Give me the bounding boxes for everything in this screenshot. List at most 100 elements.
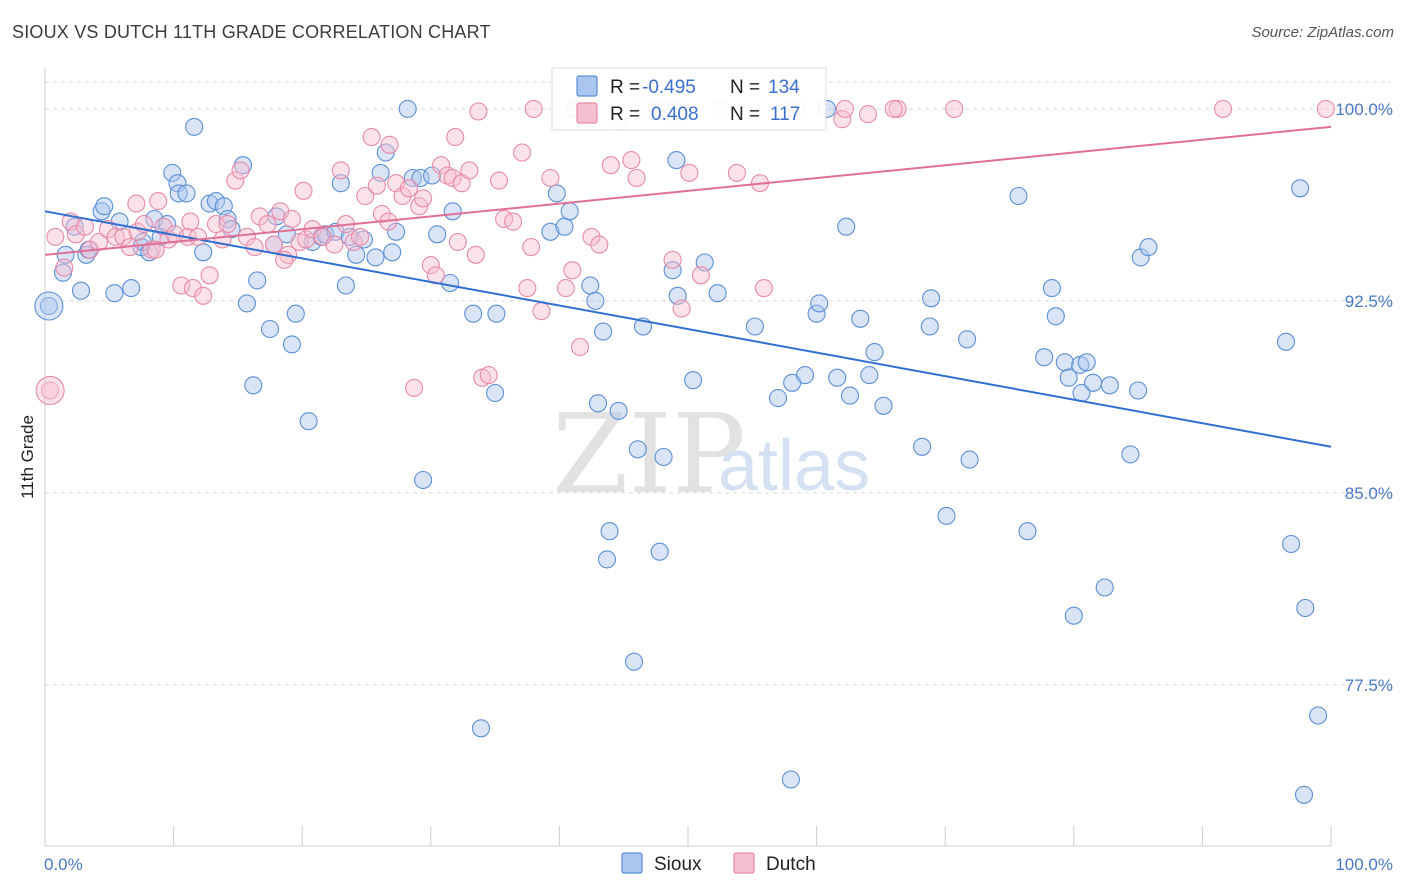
dutch-point <box>466 245 485 264</box>
sioux-point <box>745 317 764 336</box>
dutch-point <box>522 238 541 257</box>
dutch-point <box>672 299 691 318</box>
sioux-point <box>423 166 442 185</box>
chart-title: SIOUX VS DUTCH 11TH GRADE CORRELATION CH… <box>12 22 491 42</box>
dutch-point <box>590 235 609 254</box>
sioux-point <box>237 294 256 313</box>
sioux-point <box>39 296 58 316</box>
stats-sioux-n-value: 134 <box>768 77 800 98</box>
dutch-point <box>114 227 133 246</box>
dutch-point <box>282 209 301 229</box>
dutch-point <box>367 176 386 195</box>
sioux-point <box>810 294 829 313</box>
sioux-point <box>471 719 491 738</box>
sioux-point <box>398 99 417 118</box>
dutch-point <box>448 232 467 252</box>
sioux-point <box>122 279 141 298</box>
dutch-point <box>518 279 537 298</box>
sioux-point <box>105 284 124 303</box>
stats-dutch-r-label: R = <box>610 104 640 125</box>
sioux-point <box>1018 522 1037 541</box>
dutch-point-large <box>35 375 65 406</box>
dutch-point <box>858 105 878 124</box>
sioux-point <box>244 376 263 395</box>
dutch-point <box>258 215 277 234</box>
sioux-point <box>336 276 355 295</box>
x-tick-label-max: 100.0% <box>1335 855 1393 874</box>
dutch-point <box>884 99 903 118</box>
trend-lines <box>44 125 1332 448</box>
sioux-point <box>486 383 505 403</box>
dutch-point <box>89 232 109 252</box>
dutch-point <box>421 256 440 275</box>
dutch-point <box>331 161 350 180</box>
sioux-point <box>874 396 893 415</box>
sioux-point <box>795 366 815 385</box>
dutch-point <box>582 227 601 246</box>
sioux-point <box>547 184 566 203</box>
sioux-point <box>600 522 619 541</box>
dutch-point <box>479 366 498 385</box>
sioux-point <box>411 168 430 188</box>
sioux-point <box>937 506 956 525</box>
dutch-point <box>432 156 451 175</box>
dutch-point <box>181 212 200 231</box>
dutch-point <box>149 192 168 211</box>
legend-dutch-label: Dutch <box>766 854 816 875</box>
sioux-point <box>628 440 647 459</box>
sioux-point <box>920 317 939 336</box>
sioux-point <box>1035 348 1054 367</box>
dutch-point <box>356 186 375 206</box>
dutch-point <box>443 168 462 188</box>
series-dutch <box>41 99 1335 400</box>
stats-dutch-swatch <box>576 102 598 124</box>
sioux-point <box>1282 534 1301 554</box>
sioux-point <box>1077 353 1096 372</box>
y-tick-label: 77.5% <box>1345 676 1393 695</box>
dutch-point <box>250 207 269 226</box>
sioux-point <box>331 174 350 193</box>
dutch-point <box>351 227 370 246</box>
dutch-point <box>264 235 283 254</box>
sioux-point <box>922 289 941 308</box>
sioux-point <box>233 156 253 175</box>
dutch-point <box>405 378 424 397</box>
sioux-point <box>383 243 402 262</box>
sioux-point <box>1294 785 1314 804</box>
stats-box: R = -0.495 N = 134 R = 0.408 N = 117 <box>551 67 827 131</box>
dutch-point <box>188 227 208 246</box>
dutch-point <box>194 286 213 305</box>
sioux-point <box>840 386 860 405</box>
dutch-point <box>532 302 551 321</box>
dutch-point <box>754 279 773 298</box>
dutch-point <box>231 161 250 180</box>
sioux-point <box>1100 376 1119 395</box>
watermark-zip: ZIP <box>552 390 746 518</box>
dutch-point <box>680 163 699 182</box>
dutch-point <box>146 240 165 259</box>
dutch-point <box>541 168 560 188</box>
dutch-point <box>1213 99 1233 118</box>
sioux-point <box>958 330 977 349</box>
sioux-point <box>286 304 305 323</box>
sioux-point <box>1121 445 1140 464</box>
legend: Sioux Dutch <box>621 852 816 875</box>
sioux-point <box>609 401 628 420</box>
y-tick-label: 100.0% <box>1335 100 1393 119</box>
sioux-point <box>414 470 433 490</box>
dutch-point <box>127 194 146 213</box>
dutch-point <box>218 215 237 234</box>
y-axis-tick-labels: 100.0% 92.5% 85.0% 77.5% <box>1335 100 1393 695</box>
stats-dutch-n-label: N = <box>730 104 760 125</box>
dutch-point <box>556 279 575 298</box>
x-tick-label-min: 0.0% <box>44 855 83 874</box>
dutch-point <box>380 135 399 154</box>
watermark: ZIP atlas <box>552 390 870 518</box>
sioux-point <box>865 343 884 362</box>
legend-dutch-swatch <box>733 852 755 874</box>
dutch-point <box>888 99 907 118</box>
dutch-point <box>563 261 582 280</box>
sioux-point <box>71 281 91 300</box>
dutch-point <box>372 204 391 223</box>
sioux-point <box>828 368 847 387</box>
